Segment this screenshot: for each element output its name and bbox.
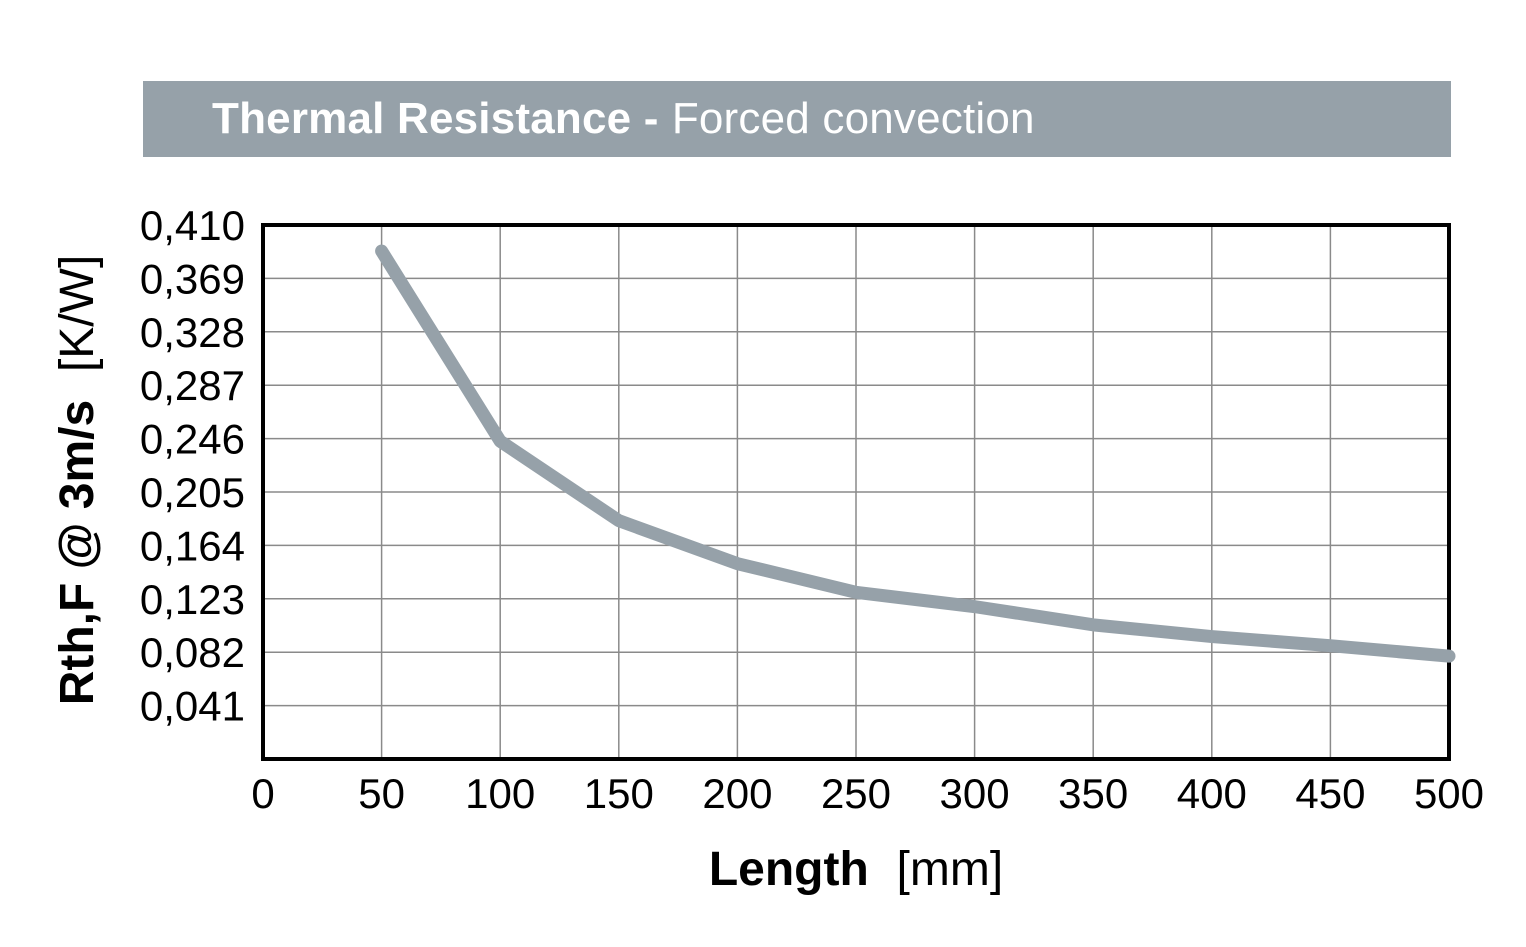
x-tick-label: 200 [702,770,772,817]
x-tick-label: 100 [465,770,535,817]
y-tick-label: 0,205 [140,469,245,516]
x-tick-label: 500 [1414,770,1484,817]
x-tick-label: 50 [358,770,405,817]
chart-title-main: Thermal Resistance - [212,94,659,143]
x-tick-label: 0 [251,770,274,817]
y-tick-label: 0,082 [140,629,245,676]
chart-title-sub: Forced convection [671,94,1035,143]
x-tick-label: 350 [1058,770,1128,817]
y-axis-title-name: Rth,F @ 3m/s [51,399,104,706]
rth-curve [375,244,1456,663]
y-axis-title-unit: [K/W] [51,254,104,373]
y-tick-label: 0,369 [140,255,245,302]
plot-border [261,223,1451,761]
y-tick-label: 0,410 [140,202,245,249]
y-tick-label: 0,164 [140,522,245,569]
y-tick-label: 0,287 [140,362,245,409]
x-tick-label: 400 [1177,770,1247,817]
x-tick-label: 250 [821,770,891,817]
x-axis-title: Length [mm] [556,842,1156,898]
x-tick-label: 300 [940,770,1010,817]
y-tick-label: 0,328 [140,309,245,356]
x-axis-title-name: Length [708,843,869,896]
chart-title-bar: Thermal Resistance - Forced convection [143,81,1451,157]
x-axis-title-unit: [mm] [896,843,1004,896]
y-tick-label: 0,246 [140,416,245,463]
x-tick-label: 450 [1295,770,1365,817]
y-tick-label: 0,041 [140,683,245,730]
y-tick-label: 0,123 [140,576,245,623]
y-axis-title: Rth,F @ 3m/s [K/W] [50,130,106,830]
x-tick-label: 150 [584,770,654,817]
